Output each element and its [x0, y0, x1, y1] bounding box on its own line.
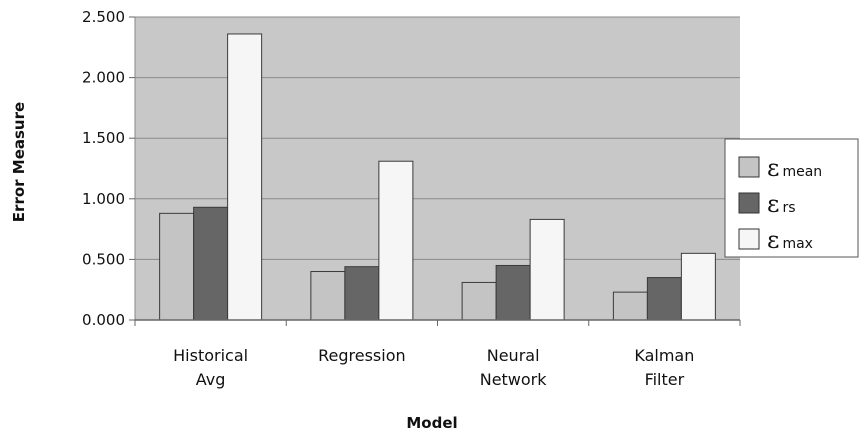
legend-label-rs: ε rs — [767, 190, 796, 218]
x-category-label: Neural Network — [480, 346, 548, 389]
x-category-label: Kalman Filter — [634, 346, 694, 389]
bar-rs-1 — [344, 266, 380, 321]
bar-rs-2 — [495, 264, 531, 321]
y-tick-label: 0.000 — [82, 311, 125, 329]
legend: ε mean ε rs ε max — [724, 138, 859, 258]
y-tick-label: 1.500 — [82, 129, 125, 147]
y-tick-label: 2.500 — [82, 8, 125, 26]
legend-swatch-max — [738, 228, 760, 250]
x-category-labels: Historical Avg Regression Neural Network Kalm… — [134, 320, 741, 389]
bar-max-0 — [227, 33, 263, 321]
bar-rs-0 — [193, 206, 229, 321]
y-tick-label: 1.000 — [82, 190, 125, 208]
legend-label-max: ε max — [767, 226, 813, 254]
y-tick-label: 0.500 — [82, 250, 125, 268]
bar-mean-3 — [612, 291, 648, 321]
x-category-label: Regression — [318, 346, 406, 365]
y-axis-label: Error Measure — [10, 102, 28, 222]
y-tick-label: 2.000 — [82, 69, 125, 87]
x-category-label: Historical Avg — [173, 346, 248, 389]
legend-label-mean: ε mean — [767, 154, 822, 182]
bar-max-1 — [378, 160, 414, 321]
bar-mean-1 — [310, 271, 346, 321]
bar-mean-0 — [159, 212, 195, 321]
bar-max-2 — [529, 218, 565, 321]
bar-mean-2 — [461, 281, 497, 321]
x-axis-label: Model — [406, 414, 457, 432]
bars — [159, 33, 716, 321]
bar-max-3 — [680, 252, 716, 321]
bar-rs-3 — [646, 277, 682, 321]
y-tick-labels: 0.000 0.500 1.000 1.500 2.000 2.500 — [82, 8, 135, 329]
legend-swatch-rs — [738, 192, 760, 214]
legend-swatch-mean — [738, 156, 760, 178]
